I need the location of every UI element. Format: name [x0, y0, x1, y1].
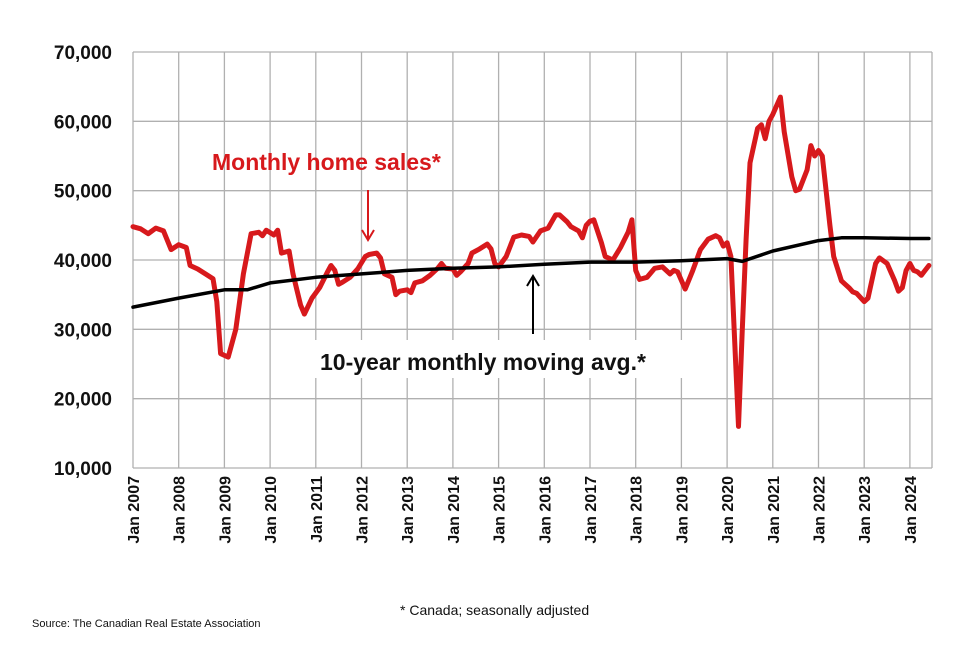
y-tick-label: 30,000 — [54, 320, 112, 341]
x-tick-label: Jan 2022 — [812, 476, 829, 544]
sales-series-label: Monthly home sales* — [212, 149, 441, 175]
x-tick-label: Jan 2013 — [400, 476, 417, 544]
annotations: Monthly home sales* 10-year monthly movi… — [212, 149, 697, 378]
x-tick-label: Jan 2009 — [217, 476, 234, 544]
x-tick-label: Jan 2014 — [446, 476, 463, 544]
sales-arrow-head — [361, 229, 375, 242]
x-tick-label: Jan 2011 — [309, 476, 326, 543]
grid — [132, 51, 933, 469]
x-tick-label: Jan 2008 — [172, 476, 189, 544]
x-tick-label: Jan 2015 — [492, 476, 509, 544]
x-tick-label: Jan 2010 — [263, 476, 280, 544]
x-tick-label: Jan 2017 — [583, 476, 600, 544]
avg-label-bg — [315, 340, 697, 378]
footnote: * Canada; seasonally adjusted — [400, 602, 590, 618]
x-tick-label: Jan 2021 — [766, 476, 783, 544]
avg-series-label: 10-year monthly moving avg.* — [320, 349, 646, 375]
moving-average-line — [131, 236, 931, 309]
y-axis-ticks: 10,000 20,000 30,000 40,000 50,000 60,000 70,0… — [54, 43, 112, 480]
x-tick-label: Jan 2023 — [857, 476, 874, 544]
x-tick-label: Jan 2020 — [720, 476, 737, 544]
sales-series-line — [130, 94, 932, 429]
x-tick-label: Jan 2024 — [903, 476, 920, 544]
series-lines — [130, 94, 932, 429]
avg-arrow-head — [526, 274, 540, 287]
source-note: Source: The Canadian Real Estate Associa… — [32, 618, 261, 630]
x-tick-label: Jan 2018 — [629, 476, 646, 544]
x-axis-ticks: Jan 2007 Jan 2008 Jan 2009 Jan 2010 Jan 2011… — [126, 476, 920, 544]
y-tick-label: 50,000 — [54, 182, 112, 203]
x-tick-label: Jan 2016 — [537, 476, 554, 544]
y-tick-label: 20,000 — [54, 390, 112, 411]
x-tick-label: Jan 2019 — [674, 476, 691, 544]
y-tick-label: 70,000 — [54, 43, 112, 64]
x-tick-label: Jan 2012 — [355, 476, 372, 544]
y-tick-label: 10,000 — [54, 459, 112, 480]
y-tick-label: 60,000 — [54, 112, 112, 133]
y-tick-label: 40,000 — [54, 251, 112, 272]
x-tick-label: Jan 2007 — [126, 476, 143, 544]
